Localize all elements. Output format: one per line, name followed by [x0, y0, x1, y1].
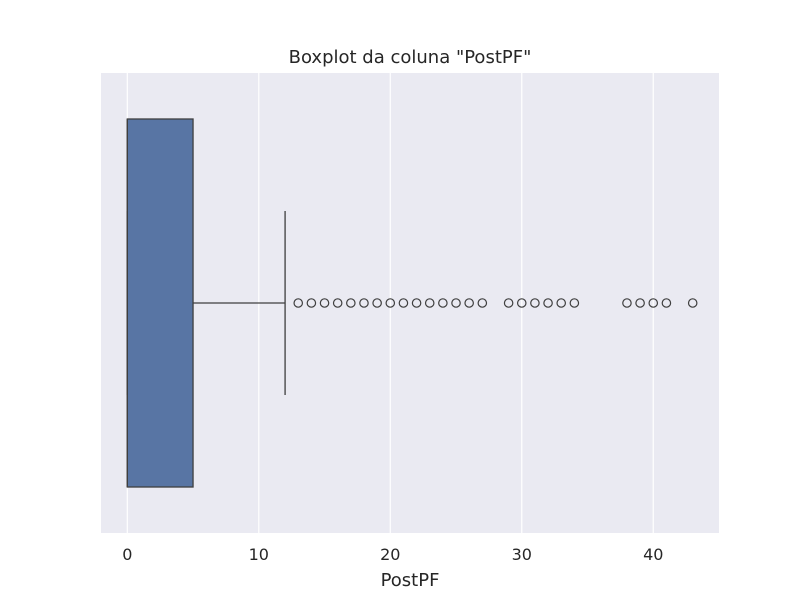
outlier-point	[332, 298, 343, 308]
outlier-point	[503, 298, 514, 308]
x-axis-label: PostPF	[381, 570, 440, 591]
box-group	[126, 118, 286, 488]
chart-title: Boxplot da coluna "PostPF"	[289, 47, 532, 68]
outlier-point	[556, 298, 567, 308]
outlier-point	[687, 298, 698, 308]
outlier-point	[306, 298, 317, 308]
outlier-point	[293, 298, 304, 308]
outlier-point	[411, 298, 422, 308]
x-tick-label: 20	[380, 545, 400, 564]
outlier-point	[622, 298, 632, 308]
outlier-point	[543, 298, 553, 308]
outlier-point	[569, 298, 580, 308]
outlier-point	[530, 298, 540, 308]
outlier-point	[346, 298, 356, 308]
outlier-point	[661, 298, 672, 308]
box-iqr	[126, 118, 194, 488]
outlier-point	[648, 298, 659, 308]
outlier-point	[477, 298, 488, 308]
outlier-point	[635, 298, 645, 308]
x-tick-label: 30	[512, 545, 532, 564]
x-tick-label: 0	[122, 545, 132, 564]
outlier-point	[398, 298, 409, 308]
x-axis-ticks: 0 10 20 30 40	[122, 545, 663, 564]
outlier-point	[438, 298, 448, 308]
x-tick-label: 40	[643, 545, 663, 564]
outliers-group	[293, 298, 698, 308]
outlier-point	[319, 298, 330, 308]
x-tick-label: 10	[249, 545, 269, 564]
outlier-point	[424, 298, 435, 308]
outlier-point	[516, 298, 527, 308]
outlier-point	[464, 298, 474, 308]
outlier-point	[385, 298, 396, 308]
outlier-point	[359, 298, 369, 308]
outlier-point	[451, 298, 461, 308]
outlier-point	[372, 298, 382, 308]
